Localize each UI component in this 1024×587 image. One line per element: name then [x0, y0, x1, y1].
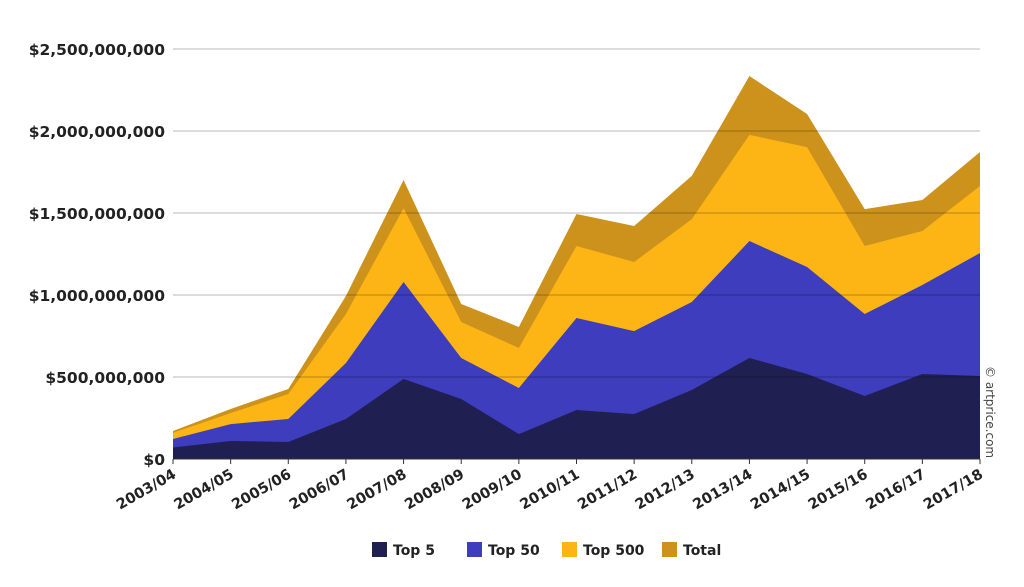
- legend-swatch: [467, 542, 482, 557]
- y-tick-label: $2,500,000,000: [29, 41, 166, 59]
- x-axis: 2003/042004/052005/062006/072007/082008/…: [114, 459, 986, 513]
- x-tick-label: 2009/10: [460, 467, 525, 514]
- legend-item-top-50: Top 50: [467, 542, 540, 559]
- series-areas: [173, 76, 980, 459]
- legend-swatch: [662, 542, 677, 557]
- legend-label: Top 5: [393, 543, 435, 559]
- y-tick-label: $0: [143, 451, 165, 469]
- x-tick-label: 2004/05: [172, 467, 237, 514]
- x-tick-label: 2013/14: [690, 467, 755, 514]
- y-tick-label: $500,000,000: [45, 369, 165, 387]
- x-tick-label: 2010/11: [517, 467, 582, 514]
- legend-item-total: Total: [662, 542, 721, 559]
- x-tick-label: 2006/07: [287, 467, 352, 514]
- legend-item-top-5: Top 5: [372, 542, 435, 559]
- legend-label: Top 500: [583, 543, 645, 559]
- x-tick-label: 2008/09: [402, 467, 467, 514]
- y-axis: $0 $500,000,000 $1,000,000,000 $1,500,000,0…: [29, 41, 166, 469]
- legend: Top 5 Top 50 Top 500 Total: [372, 542, 721, 559]
- y-tick-label: $1,000,000,000: [29, 287, 166, 305]
- x-tick-label: 2003/04: [114, 467, 179, 514]
- x-tick-label: 2005/06: [229, 467, 294, 514]
- legend-label: Total: [683, 543, 721, 559]
- x-tick-label: 2016/17: [863, 467, 928, 514]
- legend-swatch: [562, 542, 577, 557]
- area-top-5: [173, 357, 980, 459]
- x-tick-label: 2017/18: [921, 467, 986, 514]
- y-tick-label: $1,500,000,000: [29, 205, 166, 223]
- x-tick-label: 2014/15: [748, 467, 813, 514]
- legend-swatch: [372, 542, 387, 557]
- x-tick-label: 2012/13: [633, 467, 698, 514]
- legend-label: Top 50: [488, 543, 540, 559]
- credit-text: © artprice.com: [983, 366, 997, 458]
- x-tick-label: 2011/12: [575, 467, 640, 514]
- legend-item-top-500: Top 500: [562, 542, 645, 559]
- y-tick-label: $2,000,000,000: [29, 123, 166, 141]
- x-tick-label: 2007/08: [345, 467, 410, 514]
- x-tick-label: 2015/16: [806, 467, 871, 514]
